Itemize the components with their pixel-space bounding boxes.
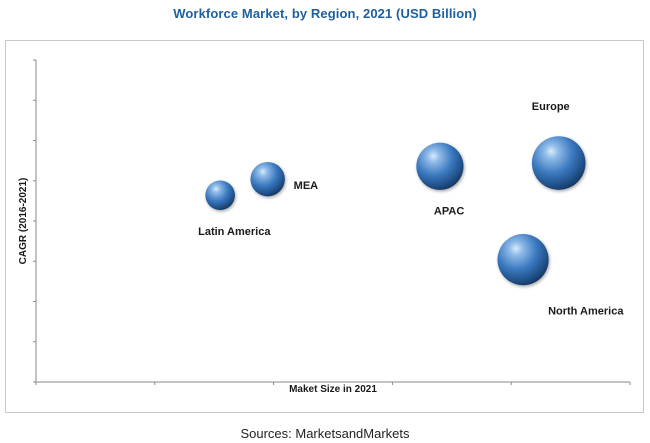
bubble-label-mea: MEA: [294, 180, 319, 192]
chart-title: Workforce Market, by Region, 2021 (USD B…: [173, 6, 477, 21]
bubble-mea: [250, 161, 285, 197]
bubble-label-latin-america: Latin America: [198, 226, 271, 238]
x-axis-title: Maket Size in 2021: [289, 384, 377, 395]
bubble-label-north-america: North America: [548, 306, 624, 318]
bubble-north-america: [497, 234, 549, 286]
source-note: Sources: MarketsandMarkets: [240, 426, 410, 441]
bubble-latin-america: [205, 180, 235, 211]
bubble-label-europe: Europe: [532, 101, 570, 113]
y-axis-title: CAGR (2016-2021): [18, 178, 29, 265]
bubble-europe: [531, 136, 586, 190]
chart-frame: [5, 40, 644, 413]
bubble-label-apac: APAC: [434, 205, 464, 217]
bubble-apac: [416, 142, 464, 190]
